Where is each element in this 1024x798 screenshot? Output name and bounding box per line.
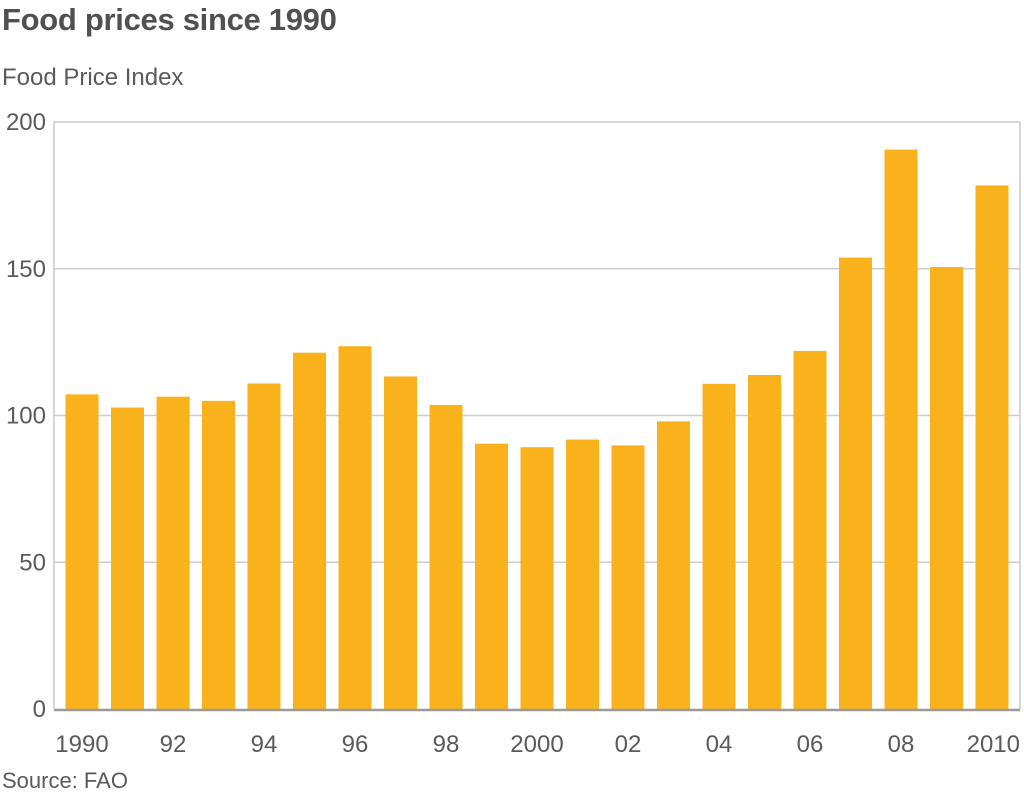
y-axis-label: Food Price Index: [2, 64, 184, 91]
bar-1995: [293, 352, 326, 709]
bar-2003: [657, 421, 690, 709]
y-tick-label-50: 50: [19, 549, 46, 576]
x-tick-labels: 1990 92 94 96 98 2000 02 04 06 08 2010: [55, 731, 1020, 758]
y-tick-label-200: 200: [6, 109, 46, 136]
bar-2007: [839, 257, 872, 709]
bar-2001: [566, 439, 599, 709]
bar-1999: [475, 443, 508, 709]
bar-1996: [338, 346, 372, 709]
y-tick-label-100: 100: [6, 403, 46, 430]
bar-1997: [384, 376, 417, 709]
x-tick-label-1992: 92: [160, 731, 187, 758]
x-tick-label-1994: 94: [251, 731, 278, 758]
bar-2010: [975, 185, 1009, 709]
bar-2006: [793, 350, 827, 709]
x-tick-label-1998: 98: [433, 731, 460, 758]
bars: [65, 149, 1009, 710]
bar-2002: [611, 445, 645, 709]
bar-2005: [748, 374, 781, 709]
bar-1993: [202, 400, 235, 709]
y-tick-labels: 0 50 100 150 200: [6, 109, 46, 723]
bar-1990: [65, 394, 99, 709]
x-tick-label-1990: 1990: [55, 731, 108, 758]
chart-title: Food prices since 1990: [2, 2, 337, 37]
bar-1994: [247, 383, 281, 709]
axes: [53, 122, 1021, 712]
bar-2009: [930, 266, 963, 709]
source-note: Source: FAO: [2, 768, 128, 793]
bar-1991: [111, 407, 144, 709]
x-tick-label-2004: 04: [706, 731, 733, 758]
y-tick-label-0: 0: [33, 696, 46, 723]
x-tick-label-2002: 02: [615, 731, 642, 758]
bar-1992: [156, 396, 190, 709]
x-tick-label-2006: 06: [797, 731, 824, 758]
x-tick-label-2010: 2010: [967, 731, 1020, 758]
bar-2008: [884, 149, 918, 710]
bar-2004: [702, 383, 736, 709]
x-tick-label-2000: 2000: [510, 731, 563, 758]
bar-1998: [429, 404, 463, 709]
y-tick-label-150: 150: [6, 256, 46, 283]
bar-2000: [520, 447, 554, 709]
x-tick-label-1996: 96: [342, 731, 369, 758]
x-tick-label-2008: 08: [888, 731, 915, 758]
